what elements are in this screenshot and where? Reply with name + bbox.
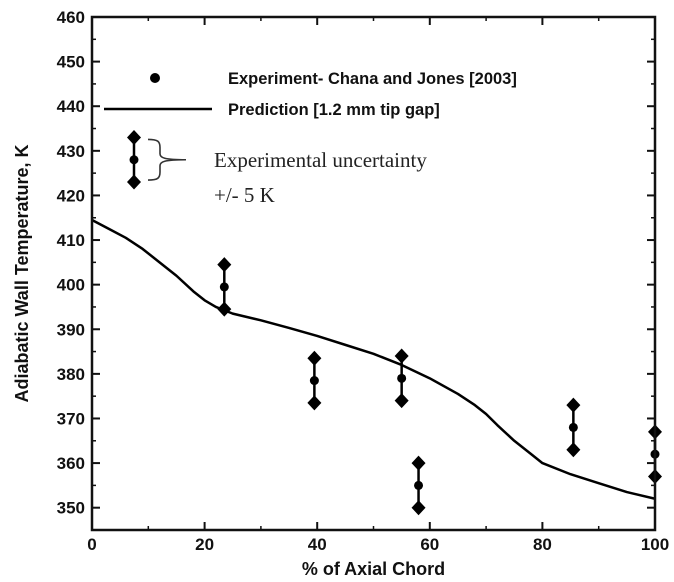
y-tick-label-350: 350 [57,499,85,518]
lower-bound-marker [307,395,322,411]
x-tick-label-20: 20 [195,535,214,554]
legend: Experiment- Chana and Jones [2003] Predi… [104,70,517,119]
y-tick-label-370: 370 [57,409,85,428]
lower-bound-marker [566,442,581,458]
y-tick-label-400: 400 [57,276,85,295]
y-tick-label-380: 380 [57,365,85,384]
data-point-4 [566,397,581,458]
lower-bound-marker [394,393,409,409]
y-tick-label-430: 430 [57,142,85,161]
experiment-series [217,257,662,516]
tick-labels: 0 20 40 60 80 100 350 360 370 380 390 400 410 420 430 4… [57,8,670,554]
data-point-2 [394,348,409,409]
legend-marker-experiment [150,73,160,83]
prediction-series [91,218,656,500]
upper-bound-marker [307,350,322,366]
data-point-marker [568,422,578,432]
upper-bound-marker [127,129,141,145]
upper-bound-marker [394,348,409,364]
data-point-marker [397,373,407,383]
legend-label-prediction: Prediction [1.2 mm tip gap] [228,101,440,119]
data-point-marker [414,480,424,490]
y-axis-title: Adiabatic Wall Temperature, K [12,144,32,402]
annotation-line-1: Experimental uncertainty [214,148,427,172]
x-tick-label-40: 40 [308,535,327,554]
data-point-marker [219,282,229,292]
x-axis-title: % of Axial Chord [302,559,445,579]
upper-bound-marker [411,455,426,471]
annotation-line-2: +/- 5 K [214,183,275,207]
prediction-line [91,218,656,500]
lower-bound-marker [217,301,232,317]
uncertainty-annotation: Experimental uncertainty +/- 5 K [127,129,427,207]
lower-bound-marker [411,500,426,516]
data-point-1 [307,350,322,411]
y-tick-label-460: 460 [57,8,85,27]
lower-bound-marker [127,174,141,190]
data-point-example [127,129,141,190]
x-tick-label-100: 100 [641,535,669,554]
upper-bound-marker [217,257,232,273]
y-tick-label-420: 420 [57,186,85,205]
x-tick-label-0: 0 [87,535,96,554]
y-tick-label-450: 450 [57,53,85,72]
data-point-0 [217,257,232,317]
legend-label-experiment: Experiment- Chana and Jones [2003] [228,70,517,88]
y-tick-label-390: 390 [57,320,85,339]
x-tick-label-80: 80 [533,535,552,554]
data-point-marker [309,376,319,386]
y-tick-label-410: 410 [57,231,85,250]
brace-icon [147,138,187,181]
plot-frame [90,15,657,532]
upper-bound-marker [566,397,581,413]
x-tick-label-60: 60 [420,535,439,554]
data-point-3 [411,455,426,516]
data-point-marker [129,155,139,165]
y-tick-label-360: 360 [57,454,85,473]
y-tick-label-440: 440 [57,97,85,116]
uncertainty-example-marker [127,129,141,190]
